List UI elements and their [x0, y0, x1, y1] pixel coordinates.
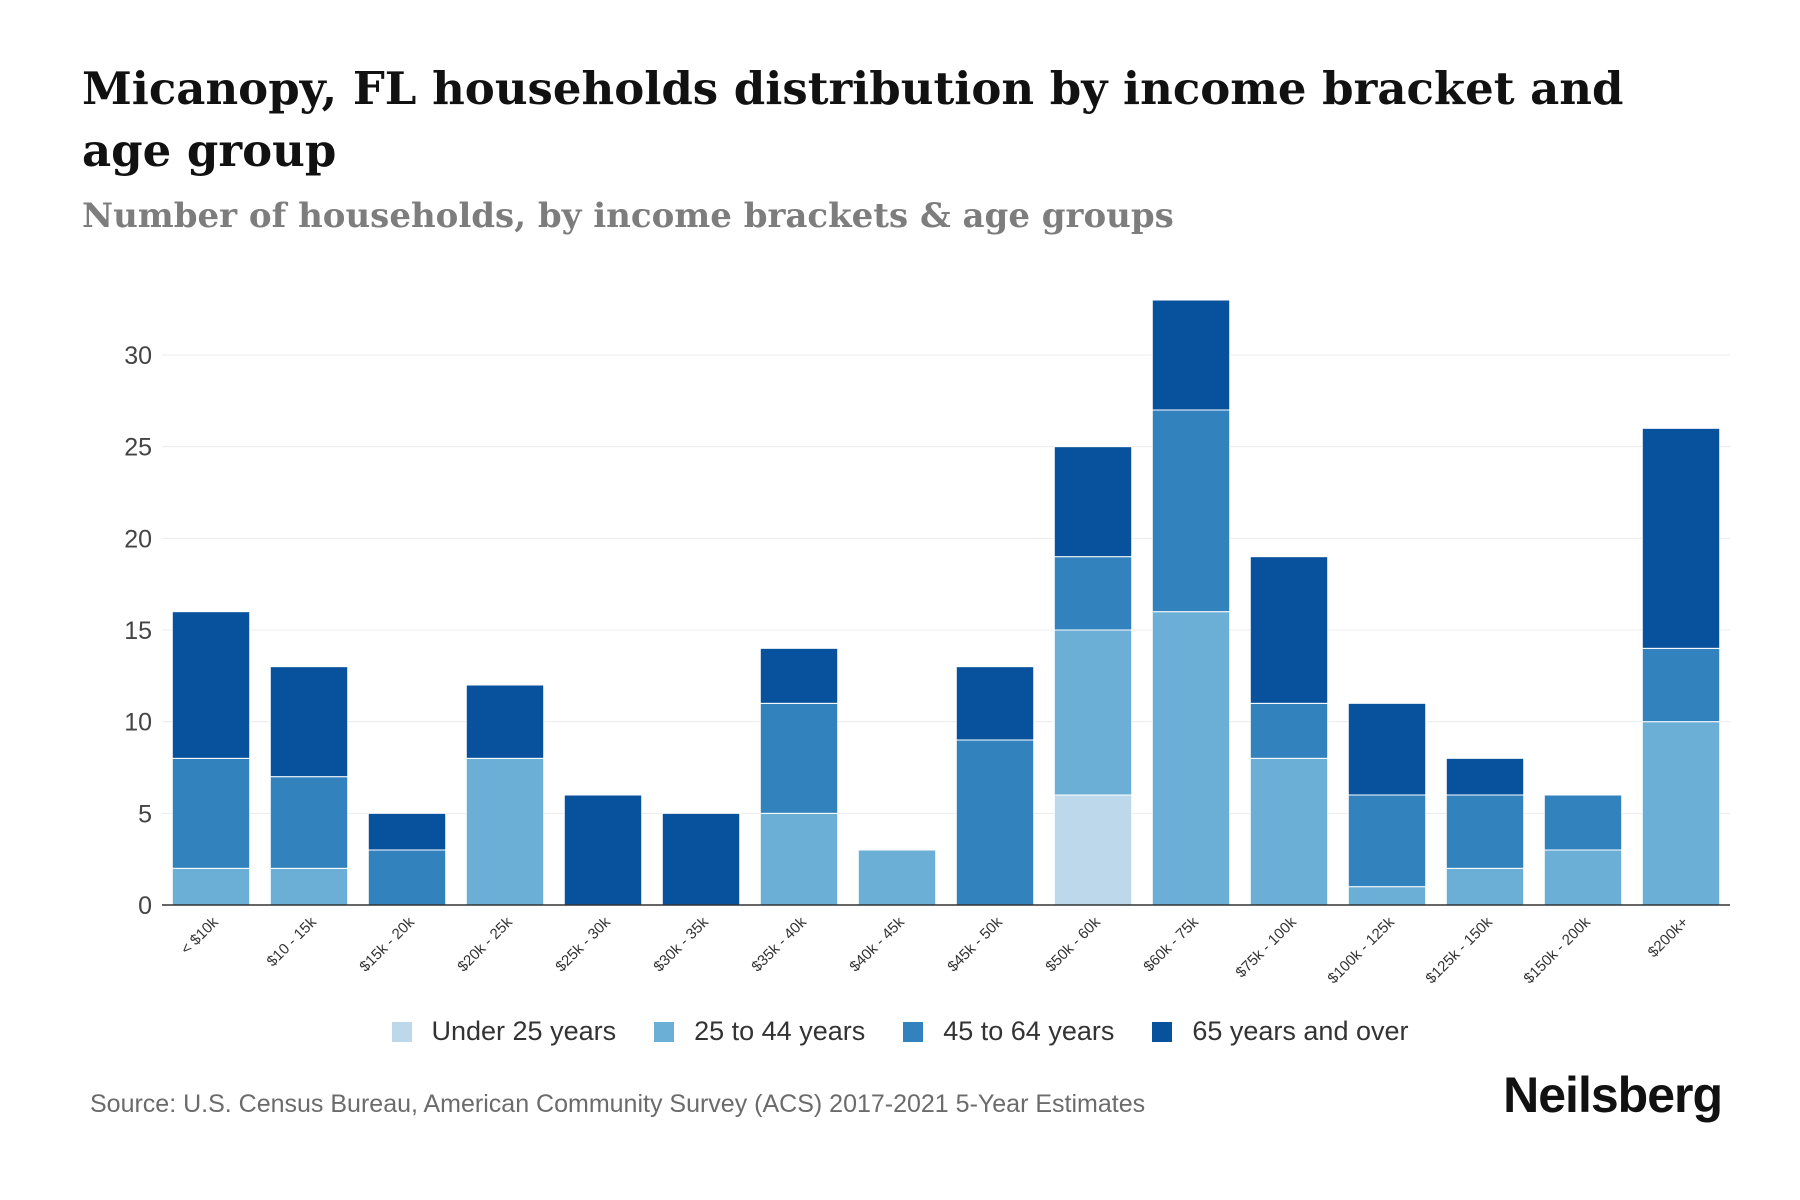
- legend-swatch: [1152, 1021, 1173, 1042]
- source-note: Source: U.S. Census Bureau, American Com…: [90, 1090, 1146, 1118]
- bar-segment: [857, 849, 937, 906]
- y-tick-label: 20: [124, 525, 152, 553]
- bar-segment: [171, 757, 251, 869]
- legend-item: Under 25 years: [391, 1016, 617, 1047]
- bar-segment: [1249, 757, 1329, 906]
- bar-segment: [1641, 721, 1721, 906]
- bar-segment: [759, 702, 839, 814]
- bar-segment: [1445, 794, 1525, 869]
- y-tick-label: 10: [124, 709, 152, 737]
- chart-title: Micanopy, FL households distribution by …: [82, 62, 1624, 177]
- bar-segment: [955, 739, 1035, 906]
- legend-item: 65 years and over: [1152, 1016, 1409, 1047]
- bar-segment: [1641, 647, 1721, 723]
- legend-swatch: [654, 1021, 675, 1042]
- legend: Under 25 years 25 to 44 years 45 to 64 yea…: [0, 1016, 1800, 1047]
- stacked-bar-chart: 0 5 10 15 20 25 30 < $10k $10 - 15k $15k - 20k $20…: [124, 299, 1730, 987]
- bar-segment: [759, 812, 839, 906]
- bar-segment: [1543, 794, 1623, 851]
- legend-label: 45 to 64 years: [943, 1016, 1115, 1046]
- bar-segment: [1445, 867, 1525, 906]
- bar-segment: [1053, 794, 1133, 906]
- y-tick-label: 25: [124, 434, 152, 462]
- bar-segment: [1053, 556, 1133, 631]
- x-tick-label: $15k - 20k: [356, 913, 418, 975]
- bars: [171, 299, 1721, 906]
- bar-segment: [1151, 611, 1231, 906]
- bar-segment: [1053, 446, 1133, 558]
- bar-segment: [465, 684, 545, 759]
- x-tick-label: $60k - 75k: [1140, 913, 1202, 975]
- bar-segment: [1347, 886, 1427, 906]
- x-tick-label: $125k - 150k: [1422, 913, 1496, 987]
- legend-label: 65 years and over: [1192, 1016, 1409, 1046]
- bar-segment: [1053, 629, 1133, 796]
- x-tick-label: $25k - 30k: [552, 913, 614, 975]
- bar-segment: [1347, 794, 1427, 888]
- legend-label: Under 25 years: [431, 1016, 617, 1046]
- x-tick-label: $200k+: [1645, 914, 1692, 961]
- bar-segment: [465, 757, 545, 906]
- bar-segment: [171, 867, 251, 906]
- bar-segment: [367, 812, 447, 851]
- legend-item: 45 to 64 years: [903, 1016, 1114, 1047]
- x-tick-label: $75k - 100k: [1232, 913, 1300, 981]
- bar-segment: [1249, 702, 1329, 759]
- bar-segment: [1445, 757, 1525, 796]
- bar-segment: [1151, 299, 1231, 411]
- legend-swatch: [391, 1021, 412, 1042]
- legend-label: 25 to 44 years: [694, 1016, 866, 1046]
- bar-segment: [269, 666, 349, 778]
- bar-segment: [1151, 409, 1231, 613]
- bar-segment: [1641, 427, 1721, 649]
- x-tick-label: $150k - 200k: [1520, 913, 1594, 987]
- x-tick-label: $50k - 60k: [1042, 913, 1104, 975]
- bar-segment: [661, 812, 741, 906]
- y-tick-label: 0: [138, 892, 152, 920]
- bar-segment: [269, 776, 349, 869]
- x-tick-label: $10 - 15k: [264, 913, 321, 970]
- bar-segment: [1249, 556, 1329, 704]
- bar-segment: [1347, 702, 1427, 796]
- y-tick-label: 30: [124, 342, 152, 370]
- x-tick-label: < $10k: [178, 913, 223, 958]
- bar-segment: [1543, 849, 1623, 906]
- gridlines: [162, 354, 1730, 814]
- bar-segment: [955, 666, 1035, 741]
- x-tick-label: $40k - 45k: [846, 913, 908, 975]
- brand-logo: Neilsberg: [1503, 1067, 1723, 1123]
- x-tick-label: $20k - 25k: [454, 913, 516, 975]
- bar-segment: [367, 849, 447, 906]
- x-tick-label: $30k - 35k: [650, 913, 712, 975]
- bar-segment: [563, 794, 643, 906]
- legend-swatch: [903, 1021, 924, 1042]
- x-tick-label: $35k - 40k: [748, 913, 810, 975]
- y-tick-label: 5: [138, 800, 152, 828]
- bar-segment: [269, 867, 349, 906]
- legend-item: 25 to 44 years: [654, 1016, 865, 1047]
- x-tick-label: $100k - 125k: [1324, 913, 1398, 987]
- bar-segment: [759, 647, 839, 704]
- x-tick-label: $45k - 50k: [944, 913, 1006, 975]
- y-tick-label: 15: [124, 617, 152, 645]
- bar-segment: [171, 611, 251, 759]
- chart-subtitle: Number of households, by income brackets…: [82, 196, 1174, 236]
